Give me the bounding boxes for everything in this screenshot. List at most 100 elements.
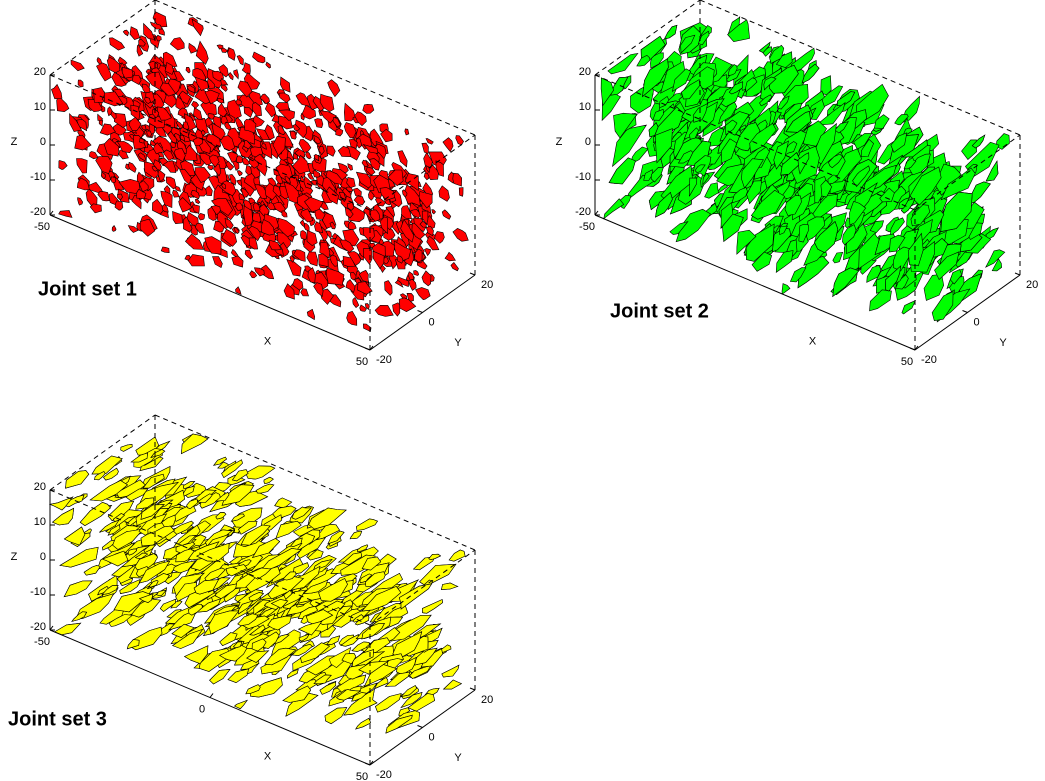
panel: 20100-10-20Z-50050X200-20YJoint set 3 [8,415,493,781]
joint-polygon [432,210,436,214]
joint-polygon [375,694,401,713]
joint-polygon [453,228,468,241]
y-tick-label: -20 [921,354,937,366]
joint-polygon [306,152,312,159]
joint-polygon [282,211,287,217]
joint-polygon [307,252,318,266]
joint-polygon [64,581,92,597]
joint-polygon [96,157,113,174]
joint-polygon [185,234,203,249]
joint-polygon [346,280,355,293]
joint-polygon [237,56,243,66]
joint-polygon [195,199,200,204]
joint-polygon [78,80,83,87]
joint-polygon [356,718,371,729]
joint-polygon [422,600,442,614]
joint-polygon [833,268,859,297]
figure: 20100-10-20Z-5050X200-20YJoint set 12010… [0,0,1045,781]
z-tick-label: 10 [34,516,46,528]
joint-polygon [327,146,335,156]
joint-polygon [188,254,204,266]
joint-polygon [833,252,843,263]
joint-polygon [186,67,190,73]
joint-polygon [608,53,638,74]
x-tick-label: 0 [199,703,205,715]
joint-polygon [228,48,236,61]
y-tick [963,311,968,313]
joint-polygon [90,204,101,213]
joint-polygon [53,508,74,525]
joint-polygon [59,161,67,170]
joint-polygon [213,257,223,268]
y-tick [470,688,475,690]
joint-polygon [422,143,429,153]
joint-polygon [307,309,315,319]
panel-label: Joint set 1 [38,278,137,300]
z-axis-label: Z [11,551,18,563]
joint-polygon [129,162,137,172]
joint-polygon [181,434,208,454]
joint-polygon [336,129,343,137]
joint-polygon [161,247,169,253]
joint-polygon [51,84,62,98]
joint-polygon [279,93,290,103]
x-tick-label: 50 [356,356,368,368]
z-tick-label: 20 [34,66,46,78]
y-tick [910,348,915,350]
joint-polygon [60,547,98,567]
y-tick [1015,273,1020,275]
joint-polygon [111,177,116,183]
joint-polygon [121,444,133,451]
joint-polygon [228,669,249,683]
joint-polygon [375,305,393,316]
joint-polygon [439,186,450,202]
y-tick [418,726,423,728]
joint-polygon [256,484,274,493]
z-tick-label: -20 [30,206,46,218]
panel-label: Joint set 2 [610,300,709,322]
joint-polygon [237,171,242,176]
z-tick-label: -20 [30,621,46,633]
joint-polygon [98,114,103,120]
joint-polygon [112,226,116,232]
joint-polygon [294,250,306,262]
z-tick-label: -10 [30,586,46,598]
joint-polygon [232,256,243,267]
x-axis-label: X [264,336,272,348]
joint-polygon [235,700,248,708]
joint-polygon [962,140,977,160]
joint-polygon [139,139,144,143]
joint-polygon [265,102,276,117]
joint-polygon [170,38,184,51]
joint-polygon [449,550,465,561]
page: {"panels": [ {"label": "Joint set 1", "c… [0,0,1045,781]
joint-polygon [416,288,431,300]
joint-polygon [301,289,309,296]
joint-polygon [89,151,98,158]
joint-polygon [429,554,441,560]
joint-polygon [198,213,204,220]
joint-polygon [315,119,323,128]
y-tick-label: 20 [481,279,493,291]
joint-polygon [77,159,88,174]
joint-polygon [221,85,227,91]
y-tick-label: 0 [974,316,980,328]
joint-polygon [225,123,231,130]
joint-polygon [442,210,451,220]
joint-polygon [451,263,459,271]
joint-polygon [123,30,129,36]
joint-polygon [459,188,463,197]
z-tick-label: -10 [30,171,46,183]
x-tick-label: -50 [579,221,595,233]
joint-polygon [393,303,400,316]
joint-polygon [217,45,223,49]
joint-polygon [444,680,462,689]
joint-polygon [441,583,457,590]
joint-polygon [245,250,253,259]
joint-polygon [414,271,419,276]
y-axis-label: Y [454,752,462,764]
joint-polygon [453,173,462,186]
x-tick-label: -50 [34,636,50,648]
joint-polygon [325,708,347,724]
z-tick-label: 10 [34,101,46,113]
